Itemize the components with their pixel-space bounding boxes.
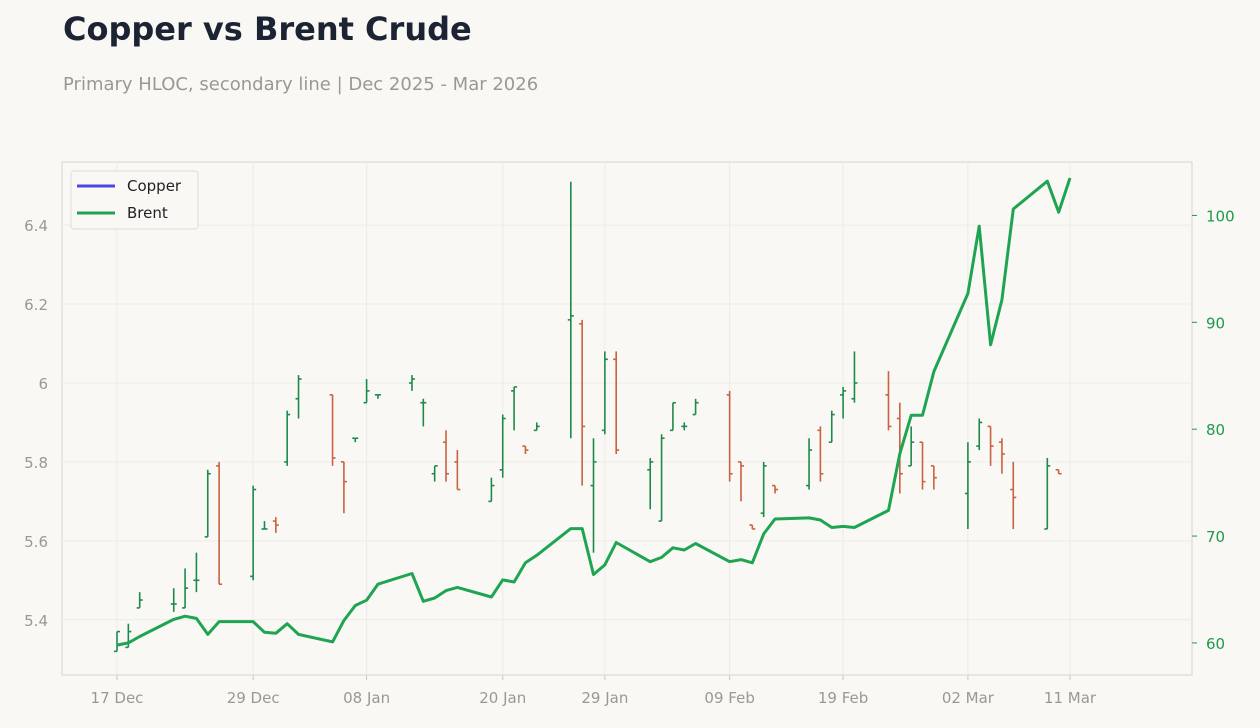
copper-hloc-bar (613, 351, 620, 455)
copper-hloc-bar (522, 445, 529, 455)
legend: Copper Brent (70, 170, 199, 230)
x-tick-label: 29 Dec (227, 689, 280, 707)
copper-hloc-bar (374, 394, 381, 399)
axes: 17 Dec 29 Dec 08 Jan 20 Jan 29 Jan 09 Feb 19 F… (24, 207, 1235, 707)
copper-hloc-bar (340, 461, 347, 514)
copper-hloc-bar (726, 390, 733, 482)
copper-hloc-bar (352, 437, 359, 443)
copper-hloc-bar (1055, 468, 1062, 475)
y-left-tick-label: 5.4 (24, 612, 48, 630)
copper-hloc-bar (1044, 457, 1051, 530)
copper-hloc-bar (737, 461, 744, 502)
chart-subtitle: Primary HLOC, secondary line | Dec 2025 … (63, 74, 539, 95)
copper-hloc-bar (193, 552, 200, 593)
copper-hloc-bar (647, 457, 654, 510)
copper-hloc-bar (250, 485, 257, 581)
copper-hloc-bar (908, 426, 915, 467)
y-right-tick-label: 100 (1206, 207, 1235, 225)
copper-hloc-bar (885, 371, 892, 431)
y-right-tick-label: 80 (1206, 421, 1225, 439)
copper-hloc-bar (420, 398, 427, 427)
y-left-tick-label: 6 (38, 375, 48, 393)
copper-hloc-bar (601, 351, 608, 435)
copper-hloc-bar (454, 450, 461, 491)
copper-hloc-bar (272, 517, 279, 533)
copper-hloc-bar (533, 422, 540, 432)
copper-hloc-bar (840, 386, 847, 419)
copper-hloc-bar (828, 410, 835, 443)
copper-hloc-bar (284, 410, 291, 466)
plot-area (61, 161, 1193, 676)
copper-hloc-bar (669, 401, 676, 432)
x-tick-label: 29 Jan (581, 689, 628, 707)
copper-hloc-bar (806, 438, 813, 490)
chart-title: Copper vs Brent Crude (63, 10, 472, 48)
y-right-tick-label: 70 (1206, 528, 1225, 546)
copper-hloc-bar (261, 521, 268, 530)
copper-hloc-bar (976, 418, 983, 451)
y-left-tick-label: 6.4 (24, 217, 48, 235)
copper-hloc-bar (114, 630, 120, 653)
x-tick-label: 19 Feb (818, 689, 868, 707)
copper-hloc-bar (1010, 461, 1017, 529)
y-right-tick-label: 60 (1206, 635, 1225, 653)
copper-hloc-bar (896, 402, 903, 494)
copper-hloc-bar (579, 319, 586, 486)
copper-hloc-bar (431, 465, 438, 482)
copper-hloc-bar (998, 438, 1005, 474)
copper-hloc-bar (760, 461, 767, 518)
copper-hloc-bar (136, 592, 143, 609)
copper-hloc-bar (567, 181, 574, 439)
copper-hloc-bar (658, 434, 665, 522)
copper-hloc-bar (987, 425, 994, 466)
x-tick-label: 11 Mar (1044, 689, 1097, 707)
copper-hloc-series (114, 181, 1062, 653)
x-tick-label: 09 Feb (704, 689, 754, 707)
x-tick-label: 08 Jan (343, 689, 390, 707)
copper-hloc-bar (692, 398, 699, 416)
x-tick-label: 20 Jan (479, 689, 526, 707)
copper-hloc-bar (749, 524, 756, 530)
copper-hloc-bar (511, 386, 518, 431)
copper-hloc-bar (919, 441, 926, 490)
copper-hloc-bar (590, 438, 597, 553)
copper-hloc-bar (772, 484, 779, 494)
brent-line-series (116, 177, 1072, 647)
copper-hloc-bar (204, 469, 211, 538)
copper-hloc-bar (408, 375, 415, 391)
brent-line (116, 177, 1072, 647)
copper-hloc-bar (681, 422, 688, 431)
x-tick-label: 02 Mar (942, 689, 995, 707)
copper-hloc-bar (443, 430, 450, 482)
copper-hloc-bar (817, 426, 824, 482)
copper-hloc-bar (182, 568, 189, 609)
copper-hloc-bar (170, 588, 177, 612)
copper-hloc-bar (964, 442, 971, 529)
y-left-tick-label: 6.2 (24, 296, 48, 314)
y-left-tick-label: 5.6 (24, 533, 48, 551)
copper-hloc-bar (499, 414, 506, 478)
y-right-tick-label: 90 (1206, 314, 1225, 332)
x-tick-label: 17 Dec (91, 689, 144, 707)
copper-hloc-bar (363, 379, 370, 404)
copper-hloc-bar (216, 461, 223, 586)
copper-hloc-bar (930, 465, 937, 490)
copper-hloc-bar (488, 477, 495, 503)
copper-hloc-bar (295, 375, 302, 419)
legend-brent-label: Brent (127, 204, 168, 222)
copper-hloc-bar (329, 394, 336, 466)
legend-copper-label: Copper (127, 177, 182, 195)
y-left-tick-label: 5.8 (24, 454, 48, 472)
copper-hloc-bar (851, 351, 858, 403)
